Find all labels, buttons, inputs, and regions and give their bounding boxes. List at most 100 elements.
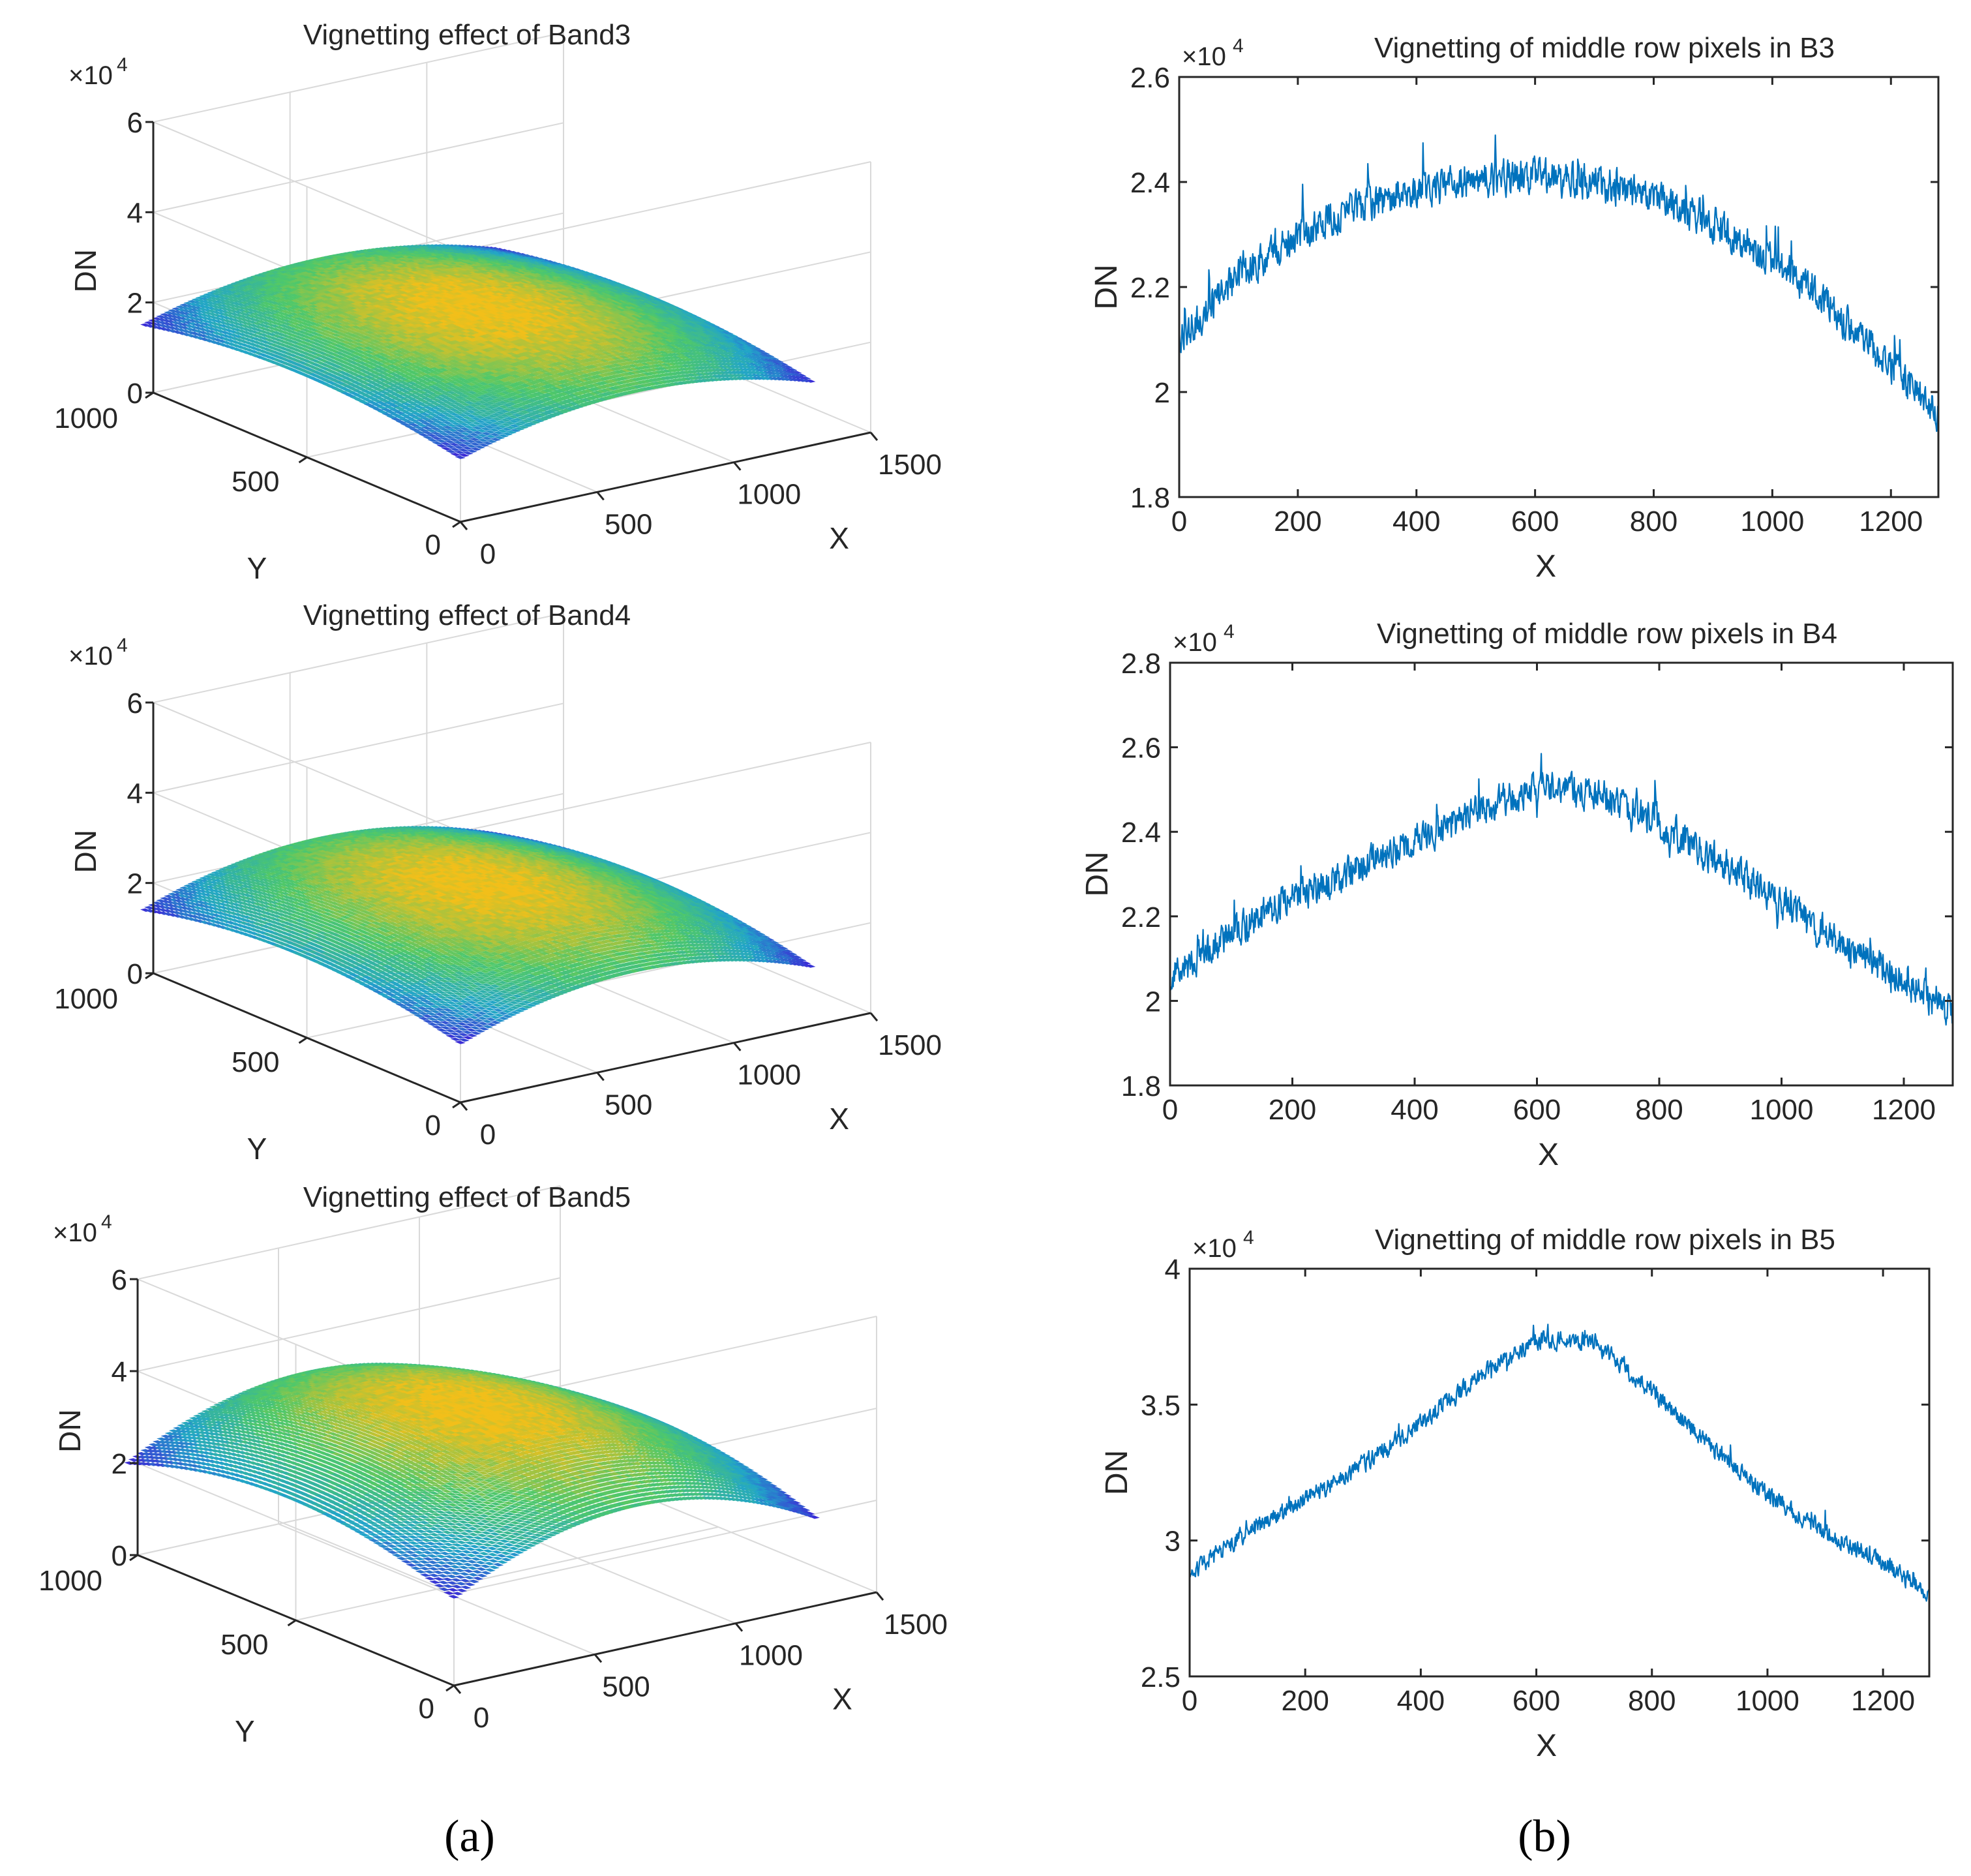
y-axis-label: Y — [235, 1714, 255, 1748]
y-tick — [452, 521, 461, 528]
x-tick-label: 600 — [1512, 1685, 1560, 1717]
y-axis-label: DN — [1100, 1450, 1134, 1495]
x-tick-label: 0 — [1182, 1685, 1197, 1717]
x-axis-label: X — [1535, 549, 1556, 584]
x-axis-line — [460, 1012, 871, 1104]
x-tick-label: 1000 — [737, 479, 801, 511]
plot-frame — [1169, 661, 1954, 1087]
y-axis-label: Y — [247, 551, 267, 585]
y-exponent-power: 4 — [1224, 621, 1235, 643]
surface-mesh — [124, 1362, 820, 1599]
z-exponent-label: ×10 4 — [68, 635, 128, 671]
plot-frame — [1188, 1267, 1931, 1678]
z-tick-label: 2 — [127, 868, 143, 900]
x-tick — [875, 1592, 884, 1601]
y-exponent-label: ×10 4 — [1173, 621, 1235, 657]
panel-b-label: (b) — [1518, 1811, 1571, 1862]
z-tick-label: 4 — [127, 778, 143, 809]
series-line — [1178, 134, 1939, 432]
x-tick-label: 1500 — [884, 1609, 948, 1641]
x-axis-label: X — [1536, 1729, 1557, 1763]
chart-title: Vignetting of middle row pixels in B4 — [1377, 618, 1837, 650]
z-tick-label: 2 — [127, 288, 143, 320]
y-tick-label: 500 — [232, 1046, 279, 1078]
z-tick-label: 4 — [112, 1356, 127, 1388]
z-grid-line-right — [460, 161, 871, 252]
y-tick — [452, 1101, 461, 1109]
y-exponent-power: 4 — [1243, 1227, 1254, 1248]
line-chart-b3: 0 200 400 600 800 1000 1200 1.8 2 2.2 2.4 2.6 X DN Vig… — [1089, 32, 1940, 584]
y-tick-label: 2.4 — [1130, 167, 1170, 199]
x-axis-label: X — [829, 1102, 849, 1136]
z-tick-label: 2 — [112, 1448, 127, 1480]
x-tick — [596, 1072, 605, 1082]
x-tick-label: 0 — [480, 1119, 496, 1151]
z-tick-label: 6 — [127, 688, 143, 719]
y-exponent-label: ×10 4 — [1182, 35, 1244, 71]
z-exponent-label: ×10 4 — [53, 1211, 112, 1247]
y-axis-label: DN — [1080, 851, 1115, 896]
x-tick-label: 400 — [1391, 1094, 1438, 1126]
x-tick-label: 800 — [1630, 506, 1678, 537]
y-tick-label: 1000 — [54, 402, 118, 434]
z-tick-label: 4 — [127, 197, 143, 229]
z-exponent-power: 4 — [117, 635, 128, 656]
y-tick-label: 1000 — [54, 983, 118, 1015]
y-tick-label: 4 — [1165, 1254, 1181, 1286]
x-tick-label: 200 — [1281, 1685, 1329, 1717]
x-tick — [733, 461, 742, 471]
series-line — [1188, 1324, 1930, 1602]
x-tick-label: 1200 — [1872, 1094, 1936, 1126]
y-grid-line — [295, 1526, 719, 1621]
y-tick-label: 3.5 — [1141, 1389, 1181, 1421]
z-axis-label: DN — [68, 249, 102, 292]
z-axis-label: DN — [68, 830, 102, 873]
z-grid-line — [151, 613, 564, 832]
y-tick-label: 2 — [1154, 377, 1170, 409]
x-tick — [734, 1622, 744, 1632]
x-tick — [733, 1042, 742, 1051]
z-grid-line — [151, 32, 564, 252]
y-exponent-label: ×10 4 — [1192, 1227, 1254, 1263]
y-tick-label: 2.6 — [1130, 62, 1170, 94]
x-axis-label: X — [829, 521, 849, 555]
x-tick-label: 1000 — [739, 1640, 803, 1672]
y-axis-label: DN — [1089, 264, 1124, 309]
y-exponent-base: ×10 — [1182, 42, 1226, 71]
y-tick-label: 2.5 — [1141, 1661, 1181, 1693]
x-tick — [453, 1685, 462, 1694]
x-tick-label: 1000 — [737, 1059, 801, 1091]
y-exponent-base: ×10 — [1192, 1234, 1237, 1263]
x-axis-line — [460, 431, 871, 523]
y-exponent-base: ×10 — [1173, 628, 1217, 657]
y-tick-label: 2.2 — [1130, 272, 1170, 304]
y-tick-label: 500 — [232, 466, 279, 498]
x-tick-label: 1200 — [1859, 506, 1923, 537]
x-tick-label: 800 — [1628, 1685, 1676, 1717]
z-grid-line-right — [460, 742, 871, 832]
x-tick — [596, 491, 605, 501]
line-chart-b5: 0 200 400 600 800 1000 1200 2.5 3 3.5 4 X DN Vignetti… — [1100, 1224, 1931, 1763]
z-axis-label: DN — [53, 1409, 87, 1452]
series-line — [1169, 753, 1954, 1026]
x-tick-label: 0 — [1171, 506, 1187, 537]
x-tick-label: 600 — [1511, 506, 1559, 537]
y-tick — [298, 456, 308, 464]
x-tick — [459, 1102, 468, 1111]
x-axis-label: X — [1538, 1138, 1559, 1172]
y-tick — [298, 1036, 308, 1044]
x-tick-label: 500 — [605, 1089, 652, 1121]
y-tick-label: 0 — [419, 1693, 434, 1725]
x-tick — [594, 1654, 603, 1663]
x-tick-label: 0 — [1162, 1094, 1178, 1126]
x-tick — [459, 521, 468, 530]
y-tick-label: 0 — [425, 529, 441, 561]
z-exponent-base: ×10 — [53, 1218, 97, 1247]
y-tick-label: 1.8 — [1130, 482, 1170, 514]
x-grid-line — [560, 1186, 877, 1593]
z-tick-label: 0 — [112, 1540, 127, 1572]
x-tick-label: 1000 — [1736, 1685, 1799, 1717]
chart-title: Vignetting of middle row pixels in B5 — [1375, 1224, 1835, 1256]
